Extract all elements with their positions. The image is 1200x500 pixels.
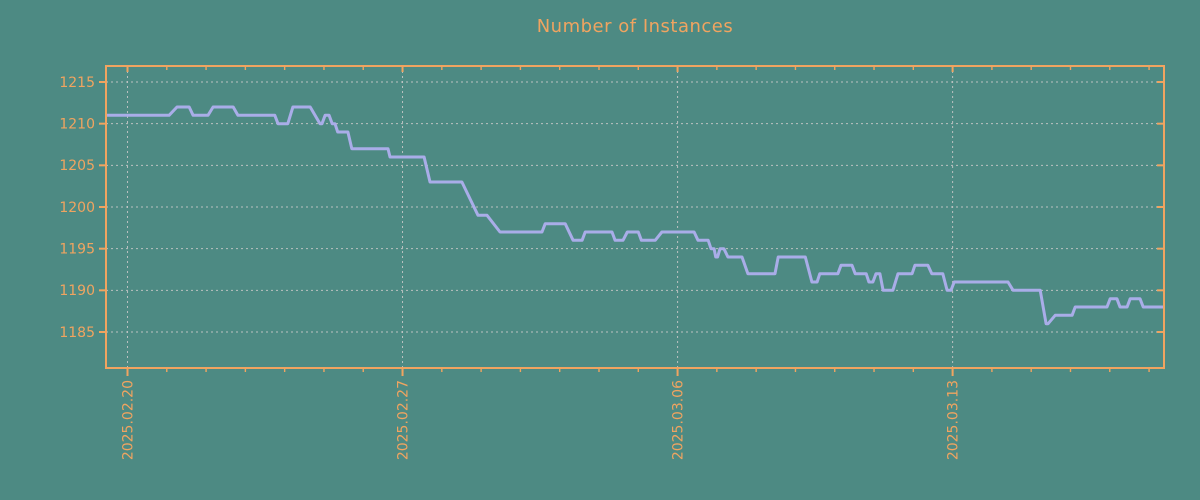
plot-border [105,65,1165,369]
x-tick-label: 2025.02.27 [395,380,411,460]
x-tick-label: 2025.02.20 [120,380,136,460]
y-tick-label: 1195 [59,242,95,258]
chart-title: Number of Instances [536,16,734,37]
y-tick-label: 1205 [59,158,95,174]
y-tick-label: 1210 [59,117,95,133]
y-tick-label: 1185 [59,325,95,341]
y-tick-label: 1190 [59,283,95,299]
x-tick-label: 2025.03.06 [670,380,686,460]
series-line [105,105,1164,326]
x-tick-label: 2025.03.13 [946,380,962,460]
y-tick-label: 1200 [59,200,95,216]
y-tick-label: 1215 [59,75,95,91]
